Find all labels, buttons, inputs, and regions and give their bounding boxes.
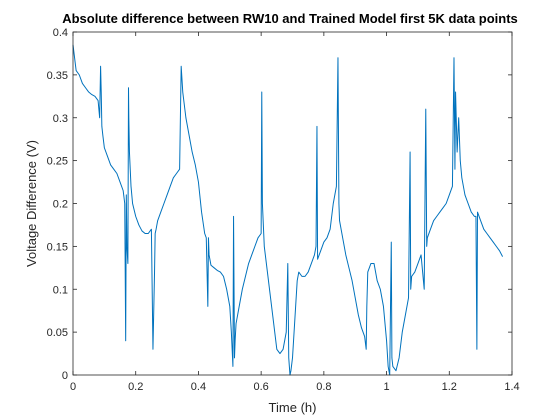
- y-tick-label: 0.05: [47, 327, 68, 339]
- x-tick-label: 0.8: [316, 381, 331, 393]
- y-tick-label: 0.3: [53, 113, 68, 125]
- x-tick-label: 1.4: [504, 381, 519, 393]
- plot-area: [73, 32, 512, 375]
- x-tick-label: 0.4: [191, 381, 206, 393]
- y-tick-label: 0.1: [53, 284, 68, 296]
- y-tick-label: 0.35: [47, 70, 68, 82]
- x-axis-label: Time (h): [269, 400, 317, 415]
- x-tick-label: 0: [70, 381, 76, 393]
- y-tick-label: 0.2: [53, 199, 68, 211]
- y-tick-label: 0.4: [53, 27, 68, 39]
- x-tick-label: 0.2: [128, 381, 143, 393]
- data-layer: [72, 44, 504, 376]
- series-line-0: [72, 44, 504, 376]
- y-tick-label: 0.15: [47, 241, 68, 253]
- axes-layer: 0 0.2 0.4 0.6 0.8 1 1.2 1.4 0 0.05 0.1 0.15 0.2 0.25 0…: [47, 27, 520, 393]
- x-tick-label: 1: [384, 381, 390, 393]
- y-axis-label: Voltage Difference (V): [24, 140, 39, 267]
- x-tick-label: 0.6: [253, 381, 268, 393]
- x-tick-label: 1.2: [442, 381, 457, 393]
- y-tick-label: 0: [62, 370, 68, 382]
- chart-title: Absolute difference between RW10 and Tra…: [62, 11, 518, 26]
- y-tick-label: 0.25: [47, 156, 68, 168]
